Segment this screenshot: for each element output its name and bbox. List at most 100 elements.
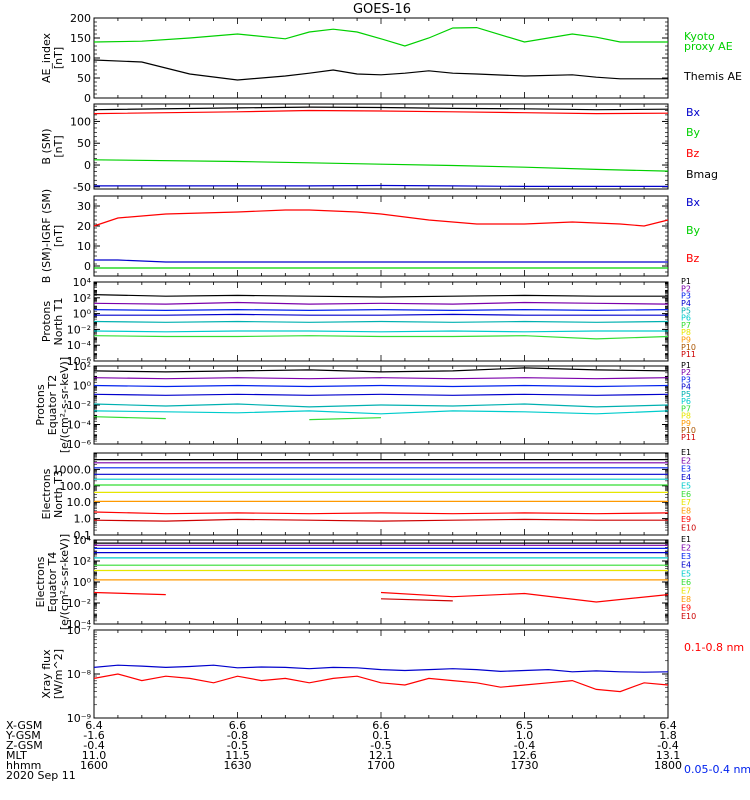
ephemeris-value: 1800 xyxy=(654,759,682,772)
legend-entry: Bx xyxy=(686,196,701,209)
legend-entry: Kyoto xyxy=(684,30,715,43)
ephemeris-value: 6.6 xyxy=(229,719,247,732)
ephemeris-row-label: Y-GSM xyxy=(5,729,41,742)
legend-entry: proxy AE xyxy=(684,40,733,53)
legend-entry: P6 xyxy=(681,314,691,323)
legend-entry: E1 xyxy=(681,448,691,457)
y-tick-label: 10 xyxy=(77,240,91,253)
y-axis-label: Protons xyxy=(34,384,47,425)
legend-entry: 0.1-0.8 nm xyxy=(684,641,744,654)
legend-entry: E6 xyxy=(681,578,691,587)
y-tick-label: 10⁰ xyxy=(73,308,92,321)
legend-entry: E1 xyxy=(681,535,691,544)
y-tick-label: 100 xyxy=(70,52,91,65)
legend-entry: P9 xyxy=(681,419,691,428)
legend-entry: P10 xyxy=(681,426,696,435)
panel-frame xyxy=(93,103,669,190)
y-tick-label: 10⁻² xyxy=(67,597,91,610)
ephemeris-value: 1.8 xyxy=(659,729,677,742)
ephemeris-value: -0.4 xyxy=(657,739,678,752)
legend-entry: E10 xyxy=(681,612,696,621)
y-axis-label: B (SM) xyxy=(40,128,53,164)
series-p6 xyxy=(93,410,669,415)
ephemeris-value: 1700 xyxy=(367,759,395,772)
legend-entry: Bmag xyxy=(686,168,718,181)
series-p1 xyxy=(93,294,668,298)
legend-entry: P8 xyxy=(681,328,691,337)
ephemeris-value: -0.8 xyxy=(227,729,248,742)
series-bmag xyxy=(93,106,669,111)
y-tick-label: 0 xyxy=(84,92,91,105)
series-p5 xyxy=(93,320,669,323)
legend-entry: P11 xyxy=(681,350,696,359)
legend-entry: E5 xyxy=(681,482,691,491)
y-axis-label: [nT] xyxy=(52,135,65,157)
legend-entry: P4 xyxy=(681,383,691,392)
legend-entry: E8 xyxy=(681,595,691,604)
legend-entry: P11 xyxy=(681,433,696,442)
panel-frame xyxy=(93,17,669,99)
panel-frame xyxy=(93,195,669,277)
y-tick-label: 150 xyxy=(70,32,91,45)
ephemeris-value: -0.4 xyxy=(83,739,104,752)
series-bz xyxy=(93,209,669,227)
series-bx xyxy=(94,184,668,187)
y-axis-label: Electrons xyxy=(40,468,53,519)
series-p2 xyxy=(93,377,669,380)
ephemeris-value: 6.4 xyxy=(85,719,103,732)
ephemeris-value: 6.6 xyxy=(372,719,390,732)
legend-entry: E10 xyxy=(681,523,696,532)
y-tick-label: 10⁻² xyxy=(67,399,91,412)
panel-bsm: -50 0 50 100 B (SM) [nT] Bx By Bz Bmag xyxy=(40,103,718,194)
legend-entry: P5 xyxy=(681,390,691,399)
ephemeris-value: 13.1 xyxy=(656,749,681,762)
ephemeris-row-label: Z-GSM xyxy=(6,739,43,752)
y-tick-label: 30 xyxy=(77,200,91,213)
y-axis-label: [W/m^2] xyxy=(52,649,65,699)
series-p3 xyxy=(93,308,669,312)
y-tick-label: -50 xyxy=(73,181,91,194)
legend-entry: E9 xyxy=(681,515,691,524)
y-tick-label: 10⁻⁶ xyxy=(67,438,92,451)
panel-frame xyxy=(93,629,669,719)
series-p7 xyxy=(94,417,668,420)
y-tick-label: 50 xyxy=(77,72,91,85)
y-axis-label: AE_index xyxy=(40,32,53,83)
series-0-05-0-4-nm xyxy=(93,664,669,673)
y-tick-label: 10⁻⁴ xyxy=(67,618,92,631)
legend-entry: P3 xyxy=(681,292,691,301)
y-tick-label: 1000.0 xyxy=(53,463,92,476)
y-tick-label: 200 xyxy=(70,12,91,25)
plot-title: GOES-16 xyxy=(353,2,411,17)
ephemeris-value: -1.6 xyxy=(83,729,104,742)
y-tick-label: 10⁰ xyxy=(73,380,92,393)
series-p4 xyxy=(93,393,669,396)
y-tick-label: 0.1 xyxy=(74,529,92,542)
y-tick-label: 10⁴ xyxy=(73,534,92,547)
y-tick-label: 10⁴ xyxy=(73,276,92,289)
ephemeris-value: 11.0 xyxy=(82,749,107,762)
series-p2 xyxy=(93,301,669,305)
ephemeris-value: 1630 xyxy=(224,759,252,772)
y-tick-label: 10⁻⁹ xyxy=(67,712,91,725)
ephemeris-row-label: MLT xyxy=(6,749,27,762)
ephemeris-value: 1600 xyxy=(80,759,108,772)
y-tick-label: 0 xyxy=(84,260,91,273)
series-e9 xyxy=(93,511,669,515)
legend-entry: P2 xyxy=(681,284,691,293)
x-axis-ephemeris: X-GSMY-GSMZ-GSMMLThhmm6.4-1.6-0.411.0160… xyxy=(5,719,682,782)
series-bz xyxy=(93,109,669,115)
ephemeris-value: -0.5 xyxy=(370,739,391,752)
legend-entry: P2 xyxy=(681,368,691,377)
legend-entry: P1 xyxy=(681,277,691,286)
series-e10 xyxy=(380,598,453,602)
y-axis-label: B (SM)-IGRF (SM) xyxy=(40,189,53,283)
legend-entry: E7 xyxy=(681,586,691,595)
legend-entry: P4 xyxy=(681,299,691,308)
y-tick-label: 1.0 xyxy=(74,513,92,526)
y-tick-label: 10² xyxy=(73,360,91,373)
y-tick-label: 10² xyxy=(73,292,91,305)
